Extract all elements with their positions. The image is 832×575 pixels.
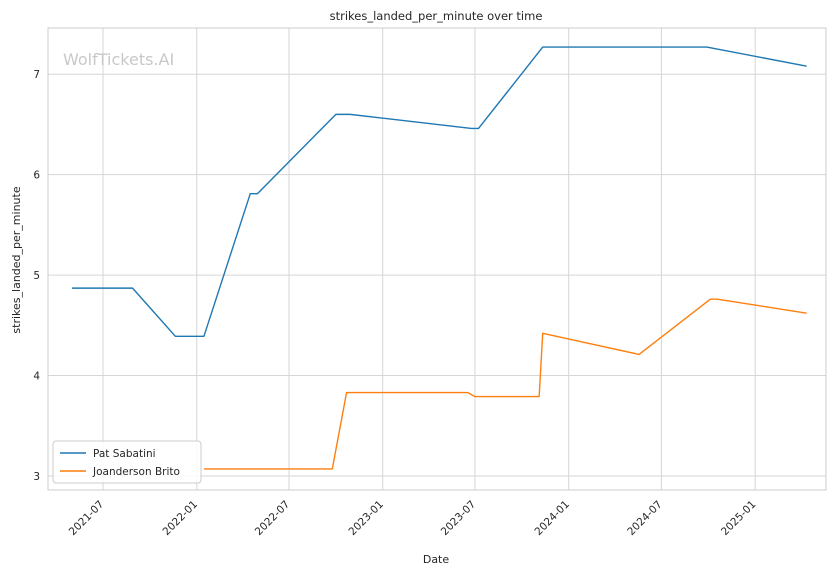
legend: Pat Sabatini Joanderson Brito (52, 440, 202, 484)
legend-label-pat-sabatini: Pat Sabatini (93, 448, 156, 460)
y-tick-label: 7 (33, 69, 40, 81)
x-tick-label: 2022-01 (161, 498, 201, 538)
x-axis-label: Date (423, 553, 450, 566)
y-axis-label: strikes_landed_per_minute (10, 186, 23, 333)
plot-background (48, 28, 826, 490)
x-tick-label: 2022-07 (253, 498, 293, 538)
x-tick-label: 2021-07 (67, 498, 107, 538)
y-tick-label: 4 (33, 371, 40, 383)
x-tick-label: 2025-01 (719, 498, 759, 538)
series-line-joanderson-brito (203, 298, 807, 470)
series-line-pat-sabatini (71, 46, 807, 338)
legend-label-joanderson-brito: Joanderson Brito (92, 466, 180, 478)
y-tick-label: 3 (33, 471, 40, 483)
watermark: WolfTickets.AI (63, 50, 174, 69)
y-tick-label: 5 (33, 270, 40, 282)
chart-title: strikes_landed_per_minute over time (330, 9, 543, 23)
x-tick-label: 2023-01 (347, 498, 387, 538)
plot-frame (47, 27, 827, 491)
x-tick-label: 2023-07 (439, 498, 479, 538)
x-tick-label: 2024-07 (625, 498, 665, 538)
y-tick-label: 6 (33, 170, 40, 182)
legend-box (52, 440, 202, 484)
x-tick-label: 2024-01 (532, 498, 572, 538)
